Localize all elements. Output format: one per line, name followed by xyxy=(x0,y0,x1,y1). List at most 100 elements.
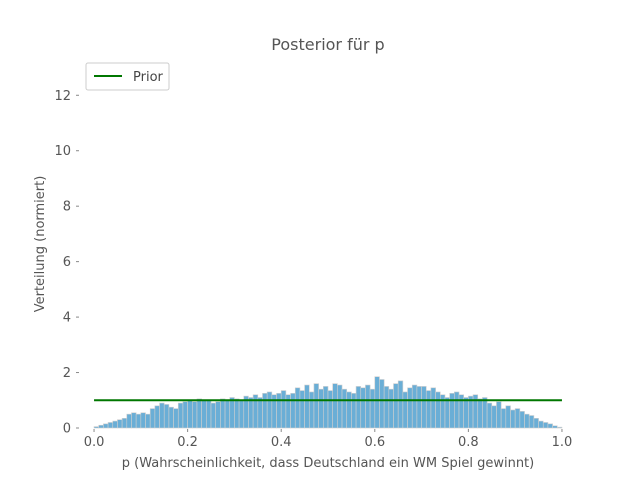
histogram-bar xyxy=(308,391,315,429)
histogram-bar xyxy=(486,402,493,429)
x-tick-label: 0.0 xyxy=(84,435,105,450)
histogram-bar xyxy=(463,397,469,429)
histogram-bar xyxy=(266,391,273,429)
histogram-bar xyxy=(93,426,100,429)
histogram-bar xyxy=(187,399,193,429)
legend-prior-label: Prior xyxy=(133,70,164,85)
histogram-bar xyxy=(276,393,282,429)
histogram-bar xyxy=(196,398,202,429)
histogram-bar xyxy=(131,412,137,429)
histogram-bar xyxy=(313,383,319,429)
y-axis: 0 2 4 6 8 10 12 xyxy=(54,89,79,437)
histogram-bar xyxy=(126,413,132,429)
histogram-bar xyxy=(135,413,142,429)
histogram-bar xyxy=(528,415,535,429)
histogram-bar xyxy=(510,409,516,429)
histogram-bar xyxy=(323,386,329,429)
x-tick-label: 0.2 xyxy=(177,435,198,450)
x-axis-label: p (Wahrscheinlichkeit, dass Deutschland … xyxy=(122,456,534,471)
histogram-bar xyxy=(444,397,450,429)
histogram-bar xyxy=(351,393,357,429)
histogram-bar xyxy=(229,397,235,429)
histogram-bar xyxy=(332,383,338,429)
histogram-bar xyxy=(365,384,371,429)
histogram-bar xyxy=(435,391,441,429)
histogram-bar xyxy=(318,388,324,429)
histogram-bar xyxy=(538,420,544,429)
histogram-bar xyxy=(192,401,198,429)
histogram-bar xyxy=(547,423,553,429)
y-axis-label: Verteilung (normiert) xyxy=(33,176,48,313)
histogram-bar xyxy=(425,390,432,429)
legend: Prior xyxy=(85,62,170,91)
histogram-bar xyxy=(397,380,404,429)
histogram-bar xyxy=(411,384,418,429)
histogram-bar xyxy=(327,390,333,429)
histogram-bar xyxy=(154,405,160,429)
x-tick-label: 1.0 xyxy=(552,435,573,450)
histogram-bar xyxy=(121,417,128,429)
histogram-bar xyxy=(220,398,226,429)
histogram-bar xyxy=(294,387,301,429)
histogram-bar xyxy=(430,387,436,429)
histogram-bar xyxy=(402,391,408,429)
histogram-bar xyxy=(421,386,427,429)
histogram-bar xyxy=(182,401,188,429)
histogram-bar xyxy=(337,384,343,429)
histogram-bar xyxy=(482,397,488,429)
histogram-bar xyxy=(383,386,390,429)
histogram-bar xyxy=(234,398,240,429)
histogram-bar xyxy=(533,417,539,429)
histogram-bar xyxy=(177,402,184,429)
histogram-bar xyxy=(393,383,399,429)
histogram-bar xyxy=(168,406,174,429)
y-tick-label: 4 xyxy=(63,311,71,326)
histogram-bar xyxy=(360,387,366,429)
histogram-bar xyxy=(491,405,497,429)
histogram-bar xyxy=(257,397,263,429)
histogram-bar xyxy=(514,408,521,429)
y-tick-label: 12 xyxy=(54,89,71,104)
x-axis: 0.0 0.2 0.4 0.6 0.8 1.0 xyxy=(84,429,573,450)
histogram-bar xyxy=(542,422,549,429)
histogram-bar xyxy=(449,393,455,429)
x-tick-label: 0.4 xyxy=(271,435,292,450)
y-tick-label: 2 xyxy=(63,366,71,381)
histogram-bar xyxy=(496,401,502,429)
histogram-bar xyxy=(280,390,287,429)
histogram-bar xyxy=(201,399,207,429)
histogram-bar xyxy=(107,422,114,429)
histogram-bar xyxy=(140,412,146,429)
histogram-bar xyxy=(407,387,413,429)
chart-title: Posterior für p xyxy=(271,35,384,54)
histogram-bar xyxy=(304,384,310,429)
histogram-bar xyxy=(224,399,231,429)
histogram-bar xyxy=(552,425,558,429)
histogram-bar xyxy=(369,388,376,429)
plot-area xyxy=(93,376,563,429)
histogram-bar xyxy=(355,386,362,429)
histogram-bar xyxy=(477,398,483,429)
histogram-bar xyxy=(290,393,296,429)
histogram-bar xyxy=(145,413,151,429)
histogram-bar xyxy=(206,399,212,429)
histogram-bar xyxy=(519,411,525,429)
histogram-bar xyxy=(500,408,507,429)
histogram-bar xyxy=(299,390,305,429)
histogram-bar xyxy=(524,413,530,429)
histogram-bar xyxy=(103,423,109,429)
histogram-bar xyxy=(210,402,217,429)
histogram-bar xyxy=(416,386,422,429)
histogram-bar xyxy=(149,408,156,429)
x-tick-label: 0.8 xyxy=(458,435,479,450)
histogram-bar xyxy=(505,405,511,429)
histogram-bar xyxy=(215,401,221,429)
histogram-bar xyxy=(248,397,254,429)
histogram-bar xyxy=(163,404,170,429)
legend-frame xyxy=(85,62,170,91)
histogram-bar xyxy=(454,391,460,429)
histogram-bar xyxy=(238,399,245,429)
y-tick-label: 10 xyxy=(54,144,71,159)
histogram-bar xyxy=(556,426,563,429)
